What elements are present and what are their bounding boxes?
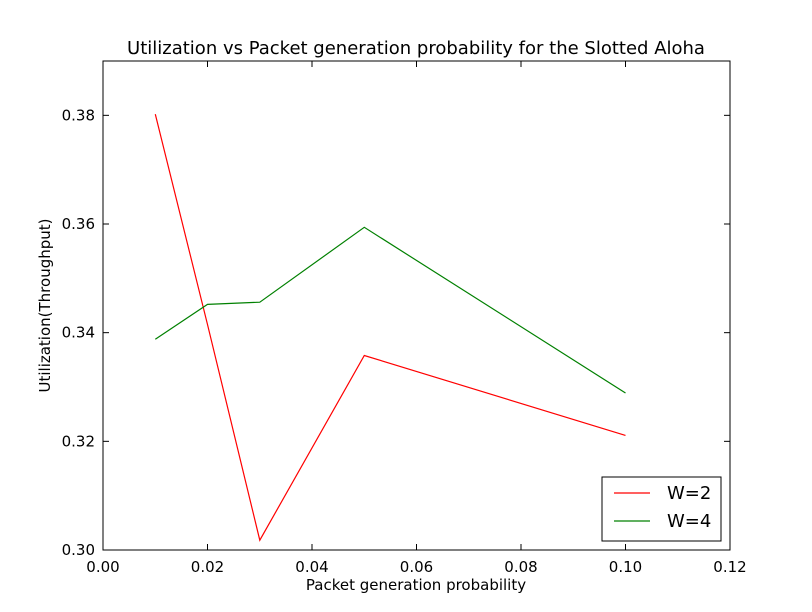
legend-label-w2: W=2 <box>667 483 711 504</box>
x-tick-label: 0.02 <box>191 558 224 576</box>
y-tick-label: 0.36 <box>62 215 95 233</box>
y-tick-label: 0.34 <box>62 324 95 342</box>
x-axis-label: Packet generation probability <box>306 576 526 594</box>
x-tick-label: 0.00 <box>86 558 119 576</box>
series-line-w-2 <box>154 114 626 542</box>
series-line-w-4 <box>154 226 626 394</box>
x-tick-label: 0.10 <box>609 558 642 576</box>
series-layer <box>154 114 626 542</box>
y-tick-label: 0.38 <box>62 106 95 124</box>
x-tick-label: 0.08 <box>504 558 537 576</box>
x-tick-label: 0.06 <box>400 558 433 576</box>
y-axis-ticks: 0.30 0.32 0.34 0.36 0.38 <box>62 106 730 559</box>
y-axis-label: Utilization(Throughput) <box>36 219 54 393</box>
legend-box <box>601 476 722 542</box>
x-tick-label: 0.12 <box>713 558 746 576</box>
legend: W=2 W=4 <box>601 476 722 542</box>
y-tick-label: 0.32 <box>62 432 95 450</box>
chart-title: Utilization vs Packet generation probabi… <box>127 38 705 59</box>
legend-label-w4: W=4 <box>667 511 711 532</box>
y-tick-label: 0.30 <box>62 541 95 559</box>
x-tick-label: 0.04 <box>295 558 328 576</box>
x-axis-ticks: 0.00 0.02 0.04 0.06 0.08 0.10 0.12 <box>86 61 747 576</box>
